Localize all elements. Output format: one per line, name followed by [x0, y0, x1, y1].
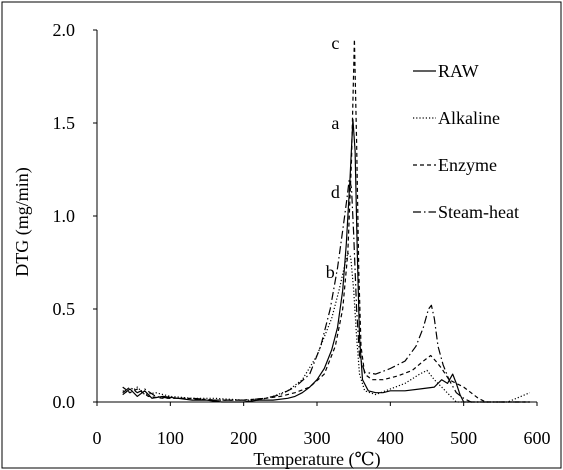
- y-tick-labels: 0.0 0.5 1.0 1.5 2.0: [53, 20, 97, 412]
- y-tick-label: 2.0: [53, 20, 76, 40]
- x-axis-title: Temperature (℃): [253, 449, 380, 470]
- x-tick-label: 600: [524, 428, 551, 448]
- y-tick-label: 0.5: [53, 299, 76, 319]
- x-tick-label: 400: [377, 428, 404, 448]
- x-tick-labels: 0 100 200 300 400 500 600: [93, 402, 551, 448]
- x-tick-label: 0: [93, 428, 102, 448]
- series-line-enzyme: [122, 38, 530, 403]
- series-line-steam-heat: [122, 178, 530, 403]
- peak-label-d: d: [331, 182, 340, 202]
- series-line-raw: [122, 118, 530, 403]
- x-tick-label: 200: [230, 428, 257, 448]
- annotation-layer: c a d b: [326, 33, 340, 282]
- legend-label-raw: RAW: [438, 61, 479, 81]
- peak-label-a: a: [331, 113, 339, 133]
- x-tick-label: 100: [157, 428, 184, 448]
- legend-label-enzyme: Enzyme: [438, 155, 497, 175]
- series-line-alkaline: [122, 252, 530, 403]
- y-tick-label: 1.0: [53, 206, 76, 226]
- legend: RAW Alkaline Enzyme Steam-heat: [413, 61, 519, 222]
- y-tick-label: 0.0: [53, 392, 76, 412]
- peak-label-b: b: [326, 262, 335, 282]
- series-layer: [122, 38, 530, 403]
- peak-label-c: c: [331, 33, 339, 53]
- y-axis-title: DTG (mg/min): [12, 167, 33, 277]
- legend-label-alkaline: Alkaline: [438, 108, 500, 128]
- x-tick-label: 500: [450, 428, 477, 448]
- legend-label-steam-heat: Steam-heat: [438, 202, 519, 222]
- y-tick-label: 1.5: [53, 113, 76, 133]
- x-tick-label: 300: [304, 428, 331, 448]
